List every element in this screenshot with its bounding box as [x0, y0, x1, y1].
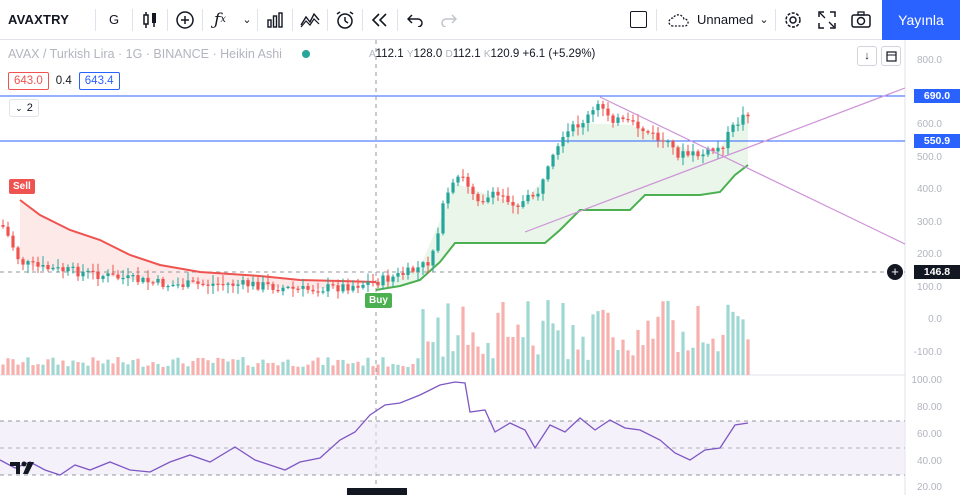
move-pane-down-button[interactable]: ↓	[857, 46, 877, 66]
layout-select-icon[interactable]	[620, 0, 656, 40]
market-status-dot	[301, 50, 310, 58]
change-value: +6.1 (+5.29%)	[522, 48, 596, 60]
indicator-value-plain: 0.4	[55, 75, 72, 87]
compare-lines-icon[interactable]	[293, 0, 327, 40]
supertrend-sell-line	[19, 199, 377, 283]
sell-signal-label[interactable]: Sell	[9, 179, 35, 194]
symbol-title[interactable]: AVAX / Turkish Lira · 1G · BINANCE · Hei…	[8, 47, 282, 61]
price-axis-label: 200.0	[916, 249, 942, 260]
price-axis-label: 100.0	[916, 282, 942, 293]
indicator-value-red[interactable]: 643.0	[8, 72, 49, 90]
undo-icon[interactable]	[398, 0, 432, 40]
collapse-indicators-button[interactable]: ⌄ 2	[9, 99, 39, 117]
supertrend-buy-line	[375, 164, 749, 291]
time-scale-marker	[347, 488, 407, 495]
sell-zone-fill	[20, 200, 376, 290]
price-axis-label: 300.0	[916, 217, 942, 228]
price-axis-label: -100.0	[913, 347, 942, 358]
maximize-icon	[885, 50, 897, 62]
indicator-value-blue[interactable]: 643.4	[78, 72, 120, 90]
volume-bars	[1, 300, 750, 375]
price-axis-label: 0.0	[928, 314, 942, 325]
rsi-axis-label: 100.00	[911, 375, 942, 386]
ohlc-values: A112.1 Y128.0 D112.1 K120.9 +6.1 (+5.29%…	[369, 48, 596, 60]
indicator-legend: 643.0 0.4 643.4	[8, 72, 120, 90]
publish-button[interactable]: Yayınla	[882, 0, 960, 40]
rsi-line	[0, 381, 749, 476]
alert-clock-icon[interactable]	[328, 0, 362, 40]
save-layout-button[interactable]: Unnamed ⌄	[657, 0, 775, 40]
chevron-down-icon: ⌄	[15, 102, 23, 113]
chart-legend: AVAX / Turkish Lira · 1G · BINANCE · Hei…	[8, 47, 310, 61]
heikin-ashi-candles	[1, 100, 750, 299]
layout-name: Unnamed	[697, 12, 754, 27]
chevron-down-icon: ⌄	[759, 14, 769, 26]
maximize-pane-button[interactable]	[881, 46, 901, 66]
fullscreen-icon[interactable]	[810, 0, 844, 40]
add-plus-icon[interactable]: +	[887, 264, 903, 280]
price-axis-label: 600.0	[916, 119, 942, 130]
snapshot-camera-icon[interactable]	[844, 0, 878, 40]
buy-zone-fill	[376, 112, 748, 290]
price-chart[interactable]	[0, 40, 960, 495]
tradingview-logo-icon[interactable]	[8, 458, 38, 480]
indicators-chevron-down-icon[interactable]: ⌄	[242, 14, 252, 26]
replay-icon[interactable]	[363, 0, 397, 40]
price-axis-label: 500.0	[916, 152, 942, 163]
trendline-descending[interactable]	[599, 96, 906, 245]
price-tag-level-mid[interactable]: 550.9	[914, 134, 960, 148]
price-axis-label: 400.0	[916, 184, 942, 195]
price-axis-label: 800.0	[916, 55, 942, 66]
add-compare-icon[interactable]	[168, 0, 202, 40]
settings-gear-icon[interactable]	[776, 0, 810, 40]
cloud-icon	[668, 13, 689, 27]
interval-selector[interactable]: G	[108, 12, 120, 27]
redo-icon[interactable]	[432, 0, 466, 40]
templates-bar-icon[interactable]	[258, 0, 292, 40]
price-tag-level-top[interactable]: 690.0	[914, 89, 960, 103]
crosshair-price-tag: 146.8	[914, 265, 960, 279]
symbol-search[interactable]: AVAXTRY	[8, 12, 70, 27]
rsi-axis-label: 20.00	[916, 482, 942, 493]
rsi-axis-label: 80.00	[916, 402, 942, 413]
buy-signal-label[interactable]: Buy	[365, 293, 392, 308]
chart-type-candles-icon[interactable]	[133, 0, 167, 40]
trendline-ascending[interactable]	[524, 87, 906, 233]
rsi-axis-label: 60.00	[916, 429, 942, 440]
rsi-axis-label: 40.00	[916, 456, 942, 467]
